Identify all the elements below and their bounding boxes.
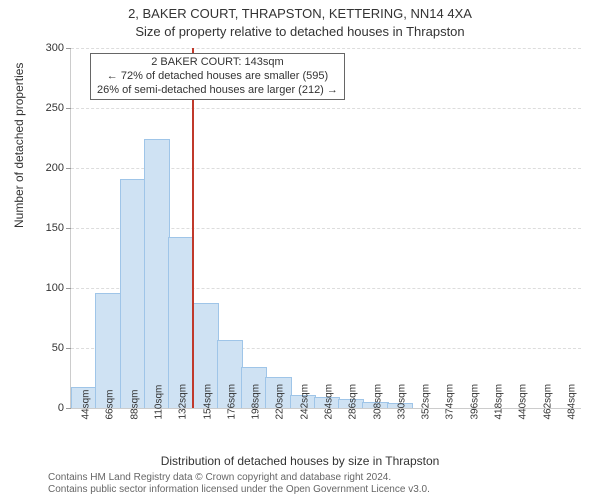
ytick-label: 0: [34, 402, 64, 414]
ytick-mark: [66, 228, 71, 229]
subtitle: Size of property relative to detached ho…: [0, 24, 600, 39]
address-title: 2, BAKER COURT, THRAPSTON, KETTERING, NN…: [0, 6, 600, 21]
ytick-label: 150: [34, 222, 64, 234]
ytick-mark: [66, 348, 71, 349]
ytick-mark: [66, 288, 71, 289]
histogram-bar: [168, 237, 194, 408]
annotation-line: 26% of semi-detached houses are larger (…: [97, 84, 338, 98]
grid-line: [71, 108, 581, 109]
footer-line-1: Contains HM Land Registry data © Crown c…: [48, 472, 430, 484]
ytick-mark: [66, 408, 71, 409]
ytick-label: 300: [34, 42, 64, 54]
ytick-label: 250: [34, 102, 64, 114]
annotation-box: 2 BAKER COURT: 143sqm← 72% of detached h…: [90, 53, 345, 100]
ytick-mark: [66, 168, 71, 169]
x-axis-label: Distribution of detached houses by size …: [0, 454, 600, 468]
footer-line-2: Contains public sector information licen…: [48, 484, 430, 496]
annotation-line: 2 BAKER COURT: 143sqm: [97, 56, 338, 70]
histogram-bar: [144, 139, 170, 408]
ytick-label: 100: [34, 282, 64, 294]
chart-container: 2, BAKER COURT, THRAPSTON, KETTERING, NN…: [0, 0, 600, 500]
histogram-bar: [120, 179, 146, 408]
ytick-label: 200: [34, 162, 64, 174]
footer-attribution: Contains HM Land Registry data © Crown c…: [48, 472, 430, 496]
grid-line: [71, 48, 581, 49]
plot-area: [70, 48, 581, 409]
ytick-label: 50: [34, 342, 64, 354]
annotation-line: ← 72% of detached houses are smaller (59…: [97, 70, 338, 84]
reference-line: [192, 48, 194, 408]
ytick-mark: [66, 108, 71, 109]
ytick-mark: [66, 48, 71, 49]
y-axis-label: Number of detached properties: [12, 63, 26, 228]
